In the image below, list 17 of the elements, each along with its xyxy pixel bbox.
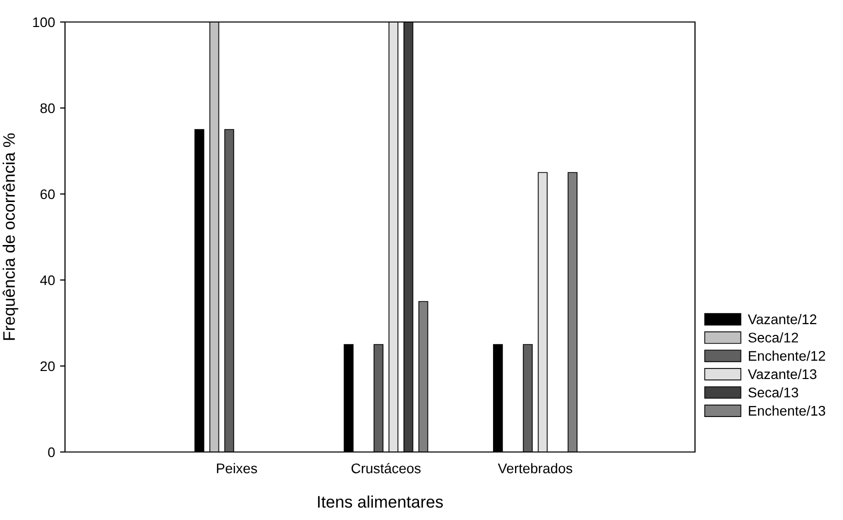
y-tick-label: 60 <box>40 189 55 200</box>
x-axis-title: Itens alimentares <box>318 496 443 508</box>
legend-label: Enchente/12 <box>748 350 826 361</box>
y-tick-label: 80 <box>40 103 55 114</box>
legend-label: Vazante/13 <box>748 368 816 380</box>
y-tick-label: 40 <box>40 275 55 286</box>
y-tick-label: 20 <box>40 361 55 372</box>
legend-label: Seca/12 <box>748 332 798 343</box>
x-tick-label: Peixes <box>216 463 258 474</box>
y-tick-label: 0 <box>48 447 55 458</box>
legend-label: Enchente/13 <box>748 406 826 416</box>
legend-label: Vazante/12 <box>748 314 816 324</box>
x-tick-label: Crustáceos <box>352 462 421 474</box>
y-axis-title: Frequência de ocorrência % <box>2 133 18 340</box>
y-tick-label: 100 <box>33 17 55 28</box>
legend-label: Seca/13 <box>748 387 798 398</box>
x-tick-label: Vertebrados <box>498 463 572 474</box>
